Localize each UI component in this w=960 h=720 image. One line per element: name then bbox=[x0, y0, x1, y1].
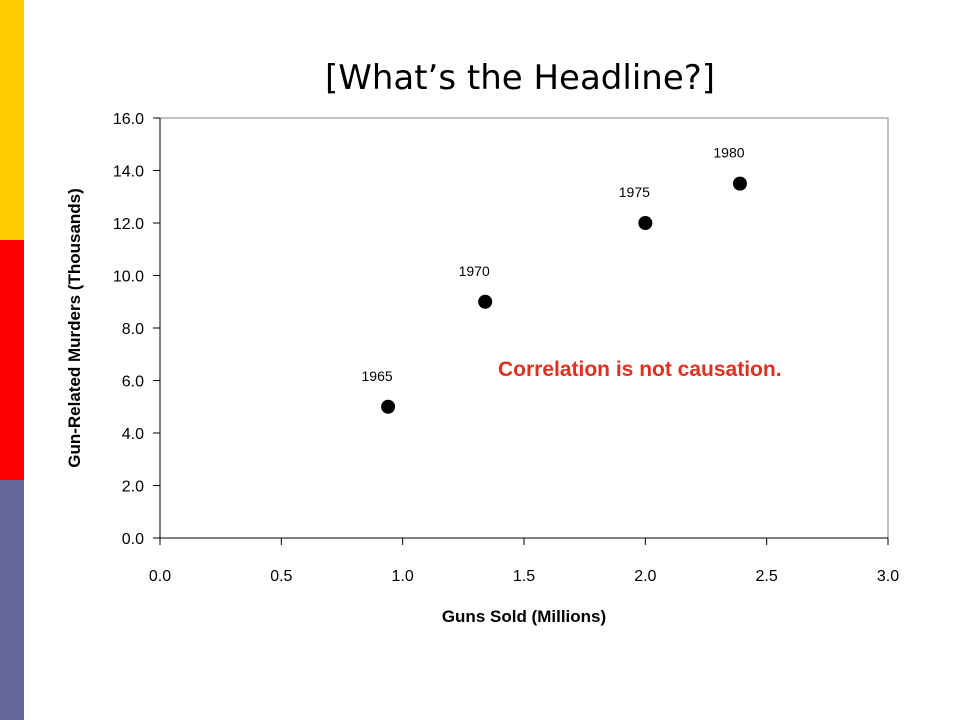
y-tick-label: 10.0 bbox=[113, 269, 144, 286]
stripe-red bbox=[0, 240, 24, 480]
x-axis-label: Guns Sold (Millions) bbox=[442, 607, 606, 626]
data-point-1965 bbox=[381, 399, 396, 414]
data-points: 1965 1970 1975 1980 bbox=[362, 145, 747, 414]
x-tick-label: 1.0 bbox=[392, 568, 414, 585]
y-tick-label: 4.0 bbox=[122, 426, 144, 443]
data-point-1980 bbox=[732, 176, 747, 191]
data-label-1980: 1980 bbox=[713, 145, 744, 161]
data-label-1975: 1975 bbox=[619, 184, 650, 200]
y-tick-label: 0.0 bbox=[122, 531, 144, 548]
y-tick-label: 14.0 bbox=[113, 164, 144, 181]
y-tick-label: 2.0 bbox=[122, 479, 144, 496]
x-tick-labels: 0.0 0.5 1.0 1.5 2.0 2.5 3.0 bbox=[149, 538, 899, 585]
x-tick-label: 1.5 bbox=[513, 568, 535, 585]
y-tick-label: 12.0 bbox=[113, 216, 144, 233]
slide-title: [What’s the Headline?] bbox=[324, 58, 716, 98]
y-axis-label: Gun-Related Murders (Thousands) bbox=[65, 188, 84, 468]
y-tick-label: 6.0 bbox=[122, 374, 144, 391]
stripe-purple bbox=[0, 480, 24, 720]
x-tick-label: 0.0 bbox=[149, 568, 171, 585]
data-label-1965: 1965 bbox=[362, 368, 393, 384]
chart-axes bbox=[159, 117, 889, 539]
data-label-1970: 1970 bbox=[459, 263, 490, 279]
stripe-yellow bbox=[0, 0, 24, 240]
y-tick-label: 16.0 bbox=[113, 111, 144, 128]
y-tick-labels: 0.0 2.0 4.0 6.0 8.0 10.0 12.0 14.0 16.0 bbox=[113, 111, 160, 548]
y-tick-label: 8.0 bbox=[122, 321, 144, 338]
x-tick-label: 0.5 bbox=[270, 568, 292, 585]
x-tick-label: 2.5 bbox=[756, 568, 778, 585]
data-point-1970 bbox=[478, 294, 493, 309]
annotation-correlation: Correlation is not causation. bbox=[498, 358, 782, 381]
x-tick-label: 2.0 bbox=[634, 568, 656, 585]
data-point-1975 bbox=[638, 216, 653, 230]
plot-frame bbox=[159, 117, 889, 539]
x-tick-label: 3.0 bbox=[877, 568, 899, 585]
